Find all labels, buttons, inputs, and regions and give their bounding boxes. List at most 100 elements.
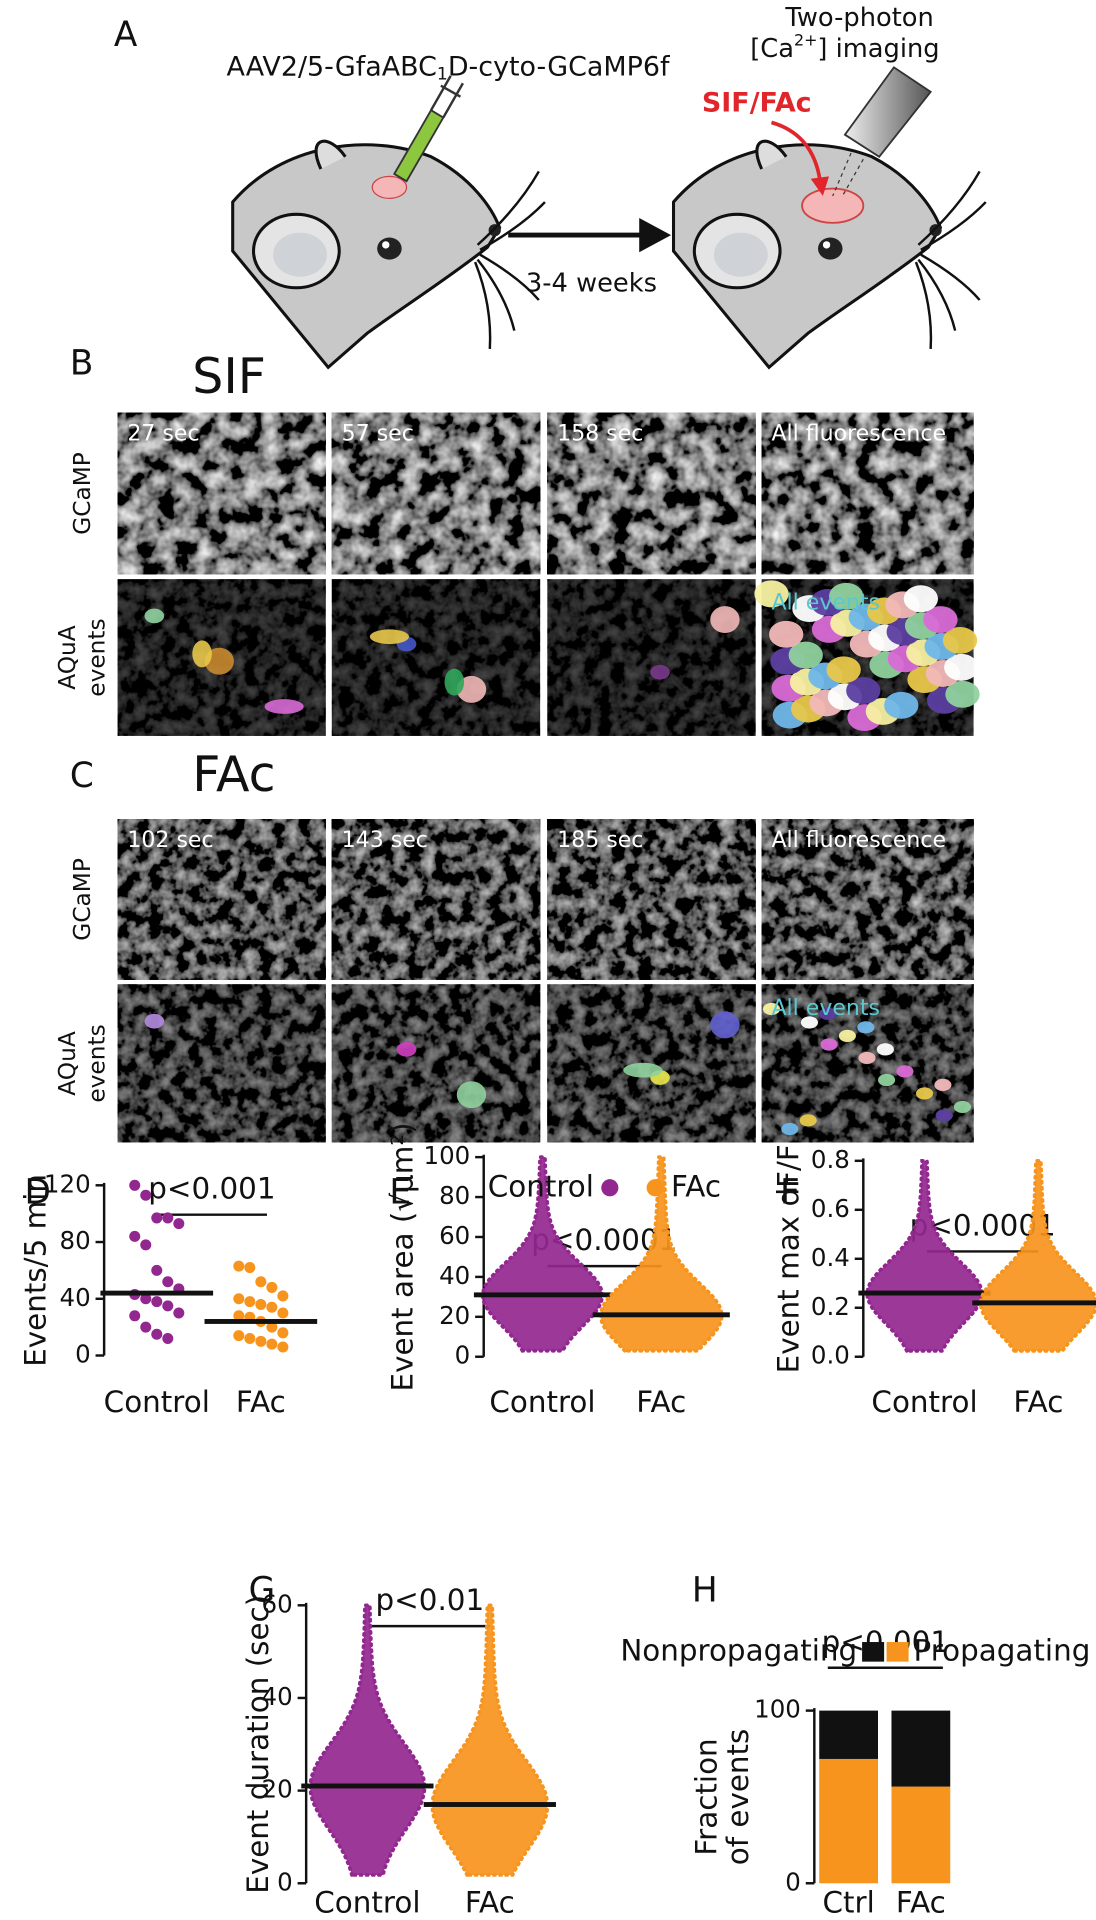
micrograph-texture xyxy=(331,579,541,736)
event-blob xyxy=(953,1100,972,1114)
data-point xyxy=(129,1230,141,1242)
event-blob xyxy=(829,582,864,610)
row-label: AQuA xyxy=(54,625,81,690)
x-tick-label: FAc xyxy=(465,1886,515,1920)
mouse-right xyxy=(671,139,987,370)
event-blob xyxy=(396,1042,417,1057)
event-blob xyxy=(623,1062,663,1078)
event-blob xyxy=(650,664,670,680)
swarm-edge xyxy=(430,1603,550,1877)
event-blob xyxy=(769,620,804,648)
frame-label: 158 sec xyxy=(557,422,643,447)
y-tick-label: 0.8 xyxy=(811,1145,850,1174)
y-tick-label: 0.4 xyxy=(811,1243,850,1272)
micrograph-texture xyxy=(331,819,541,980)
data-point xyxy=(162,1332,174,1344)
data-point xyxy=(277,1290,289,1302)
event-blob xyxy=(456,675,487,703)
x-tick-label: Control xyxy=(489,1385,595,1419)
virus-part: 1 xyxy=(437,65,448,85)
panel-letter: A xyxy=(114,15,138,55)
legend-marker xyxy=(601,1179,619,1197)
data-point xyxy=(233,1260,245,1272)
legend-label: Control xyxy=(488,1169,594,1203)
legend-marker xyxy=(646,1179,664,1197)
panel-letter: F xyxy=(780,1172,800,1212)
panel-letter: C xyxy=(70,756,94,796)
imaging-part: 2+ xyxy=(794,30,817,49)
event-blob xyxy=(942,626,978,654)
y-tick-label: 60 xyxy=(262,1589,293,1618)
whisker xyxy=(479,201,546,251)
data-point xyxy=(140,1293,152,1305)
event-blob xyxy=(444,668,465,696)
y-tick-label: 0.0 xyxy=(811,1341,850,1370)
data-point xyxy=(266,1301,278,1313)
virus-part: D-cyto-GCaMP6f xyxy=(448,51,670,82)
data-point xyxy=(162,1300,174,1312)
data-point xyxy=(162,1212,174,1224)
micrograph-texture xyxy=(117,412,326,575)
swarm-body xyxy=(600,1157,722,1351)
data-point xyxy=(233,1310,245,1322)
row-label: GCaMP xyxy=(69,858,96,941)
event-blob xyxy=(762,1002,781,1016)
event-blob xyxy=(846,677,881,705)
event-blob xyxy=(923,606,958,634)
swarm-edge xyxy=(480,1155,605,1353)
bar-segment xyxy=(819,1758,878,1884)
x-tick-label: Ctrl xyxy=(822,1886,874,1920)
injection-site xyxy=(371,175,408,199)
x-tick-label: FAc xyxy=(236,1385,286,1419)
mouse-eye xyxy=(818,237,843,260)
p-value: p<0.001 xyxy=(822,1625,949,1659)
panel-letter: B xyxy=(70,343,94,383)
frame-label: All fluorescence xyxy=(771,828,946,853)
event-blob xyxy=(819,1007,837,1020)
mouse-eye-glint xyxy=(822,241,831,249)
event-blob xyxy=(710,606,740,634)
event-blob xyxy=(826,656,861,684)
whisker xyxy=(474,261,492,350)
x-tick-label: FAc xyxy=(896,1886,946,1920)
y-axis-label: Event duration (sec) xyxy=(241,1595,275,1894)
event-blob xyxy=(884,691,919,719)
imaging-label: [Ca2+] imaging xyxy=(750,30,939,64)
whisker xyxy=(917,258,957,331)
event-blob xyxy=(754,580,789,608)
y-tick-label: 0 xyxy=(785,1867,801,1896)
data-point xyxy=(255,1276,267,1288)
virus-part: AAV2/5-GfaABC xyxy=(227,51,437,82)
y-axis-label: Event area (√μm²) xyxy=(386,1122,420,1391)
x-tick-label: Control xyxy=(104,1385,210,1419)
data-point xyxy=(255,1298,267,1310)
data-point xyxy=(277,1307,289,1319)
data-point xyxy=(151,1264,163,1276)
y-tick-label: 80 xyxy=(439,1181,470,1210)
event-blob xyxy=(710,1011,740,1039)
event-blob xyxy=(903,585,938,613)
y-tick-label: 20 xyxy=(439,1301,470,1330)
mouse-nose xyxy=(488,224,501,237)
median-line xyxy=(204,1319,318,1324)
event-blob xyxy=(800,1016,818,1029)
row-label: GCaMP xyxy=(69,452,96,535)
swarm-edge xyxy=(598,1155,724,1353)
swarm-body xyxy=(432,1605,548,1875)
median-line xyxy=(100,1290,214,1296)
whisker xyxy=(920,201,987,251)
data-point xyxy=(244,1296,256,1308)
data-point xyxy=(244,1332,256,1344)
frame-label: 27 sec xyxy=(127,422,199,447)
median-line xyxy=(473,1292,612,1298)
legend-label: FAc xyxy=(671,1169,721,1203)
data-point xyxy=(277,1341,289,1353)
data-point xyxy=(140,1239,152,1251)
event-blob xyxy=(857,1021,875,1034)
frame-label: 102 sec xyxy=(127,828,213,853)
bar-segment xyxy=(891,1786,951,1884)
event-blob xyxy=(934,1078,952,1092)
y-tick-label: 0.2 xyxy=(811,1292,850,1321)
time-arrowhead xyxy=(639,217,672,253)
